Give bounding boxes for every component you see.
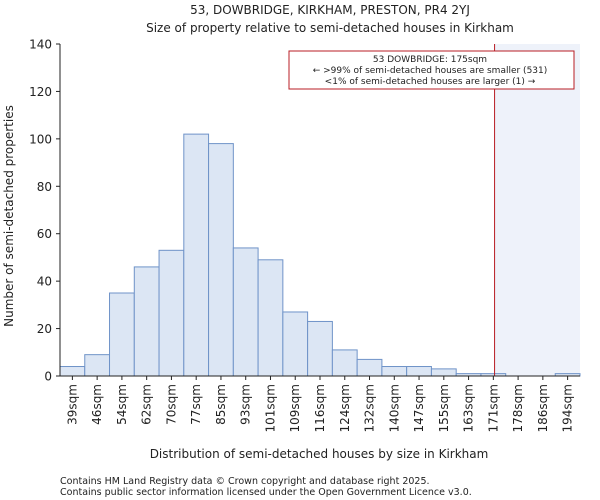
x-tick-label-70sqm: 70sqm [164,384,178,425]
y-tick-label-120: 120 [29,85,52,99]
bar-85sqm [208,143,234,377]
bar-116sqm [307,320,333,377]
bar-70sqm [158,249,185,377]
y-tick-label-20: 20 [37,322,52,336]
x-tick-label-147sqm: 147sqm [412,384,426,432]
bar-101sqm [257,259,284,377]
x-ticks: 39sqm 46sqm 54sqm 62sqm 70sqm 77sqm 85sqm 93sqm… [65,376,575,432]
bar-93sqm [232,247,259,377]
bar-132sqm [356,358,383,377]
x-tick-label-62sqm: 62sqm [140,384,154,425]
x-tick-label-85sqm: 85sqm [214,384,228,425]
x-tick-label-101sqm: 101sqm [263,384,277,432]
bar-140sqm [381,366,408,377]
annotation-border [288,50,575,90]
annotation-line2: ← >99% of semi-detached houses are small… [313,66,548,76]
bar-147sqm [406,366,432,377]
x-tick-label-54sqm: 54sqm [115,384,129,425]
x-tick-label-171sqm: 171sqm [486,384,500,432]
y-tick-label-0: 0 [44,370,52,384]
y-axis-label: Number of semi-detached properties [2,105,16,327]
bar-124sqm [331,349,358,377]
bar-46sqm [84,354,111,377]
x-tick-label-194sqm: 194sqm [561,384,575,432]
annotation-line3: <1% of semi-detached houses are larger (… [325,77,536,87]
larger-region-highlight [494,44,580,376]
y-tick-label-140: 140 [29,38,52,52]
bar-54sqm [109,292,135,377]
x-tick-label-77sqm: 77sqm [189,384,203,425]
x-tick-label-116sqm: 116sqm [313,384,327,432]
footer-line2: Contains public sector information licen… [60,487,472,498]
bar-62sqm [133,266,160,377]
x-tick-label-109sqm: 109sqm [288,384,302,432]
x-tick-label-140sqm: 140sqm [387,384,401,432]
bar-77sqm [183,133,210,377]
y-tick-label-60: 60 [37,227,52,241]
x-tick-label-155sqm: 155sqm [437,384,451,432]
x-tick-label-39sqm: 39sqm [65,384,79,425]
bar-39sqm [59,366,86,377]
bar-109sqm [282,311,309,377]
y-tick-label-100: 100 [29,132,52,146]
x-tick-label-186sqm: 186sqm [536,384,550,432]
chart-title-line2: Size of property relative to semi-detach… [146,21,514,35]
footer-line1: Contains HM Land Registry data © Crown c… [60,476,430,487]
x-tick-label-93sqm: 93sqm [239,384,253,425]
x-tick-label-178sqm: 178sqm [511,384,525,432]
y-tick-label-80: 80 [37,180,52,194]
x-tick-label-163sqm: 163sqm [462,384,476,432]
annotation-box: 53 DOWBRIDGE: 175sqm ← >99% of semi-deta… [288,50,575,90]
x-axis-label: Distribution of semi-detached houses by … [150,447,489,461]
annotation-line1: 53 DOWBRIDGE: 175sqm [373,55,487,65]
x-tick-label-46sqm: 46sqm [90,384,104,425]
y-ticks: 0 20 40 60 80 100 120 140 [29,38,60,384]
y-tick-label-40: 40 [37,275,52,289]
bars-group [59,133,581,377]
x-tick-label-132sqm: 132sqm [363,384,377,432]
x-tick-label-124sqm: 124sqm [338,384,352,432]
chart-title-line1: 53, DOWBRIDGE, KIRKHAM, PRESTON, PR4 2YJ [190,3,470,17]
bar-155sqm [430,368,457,377]
